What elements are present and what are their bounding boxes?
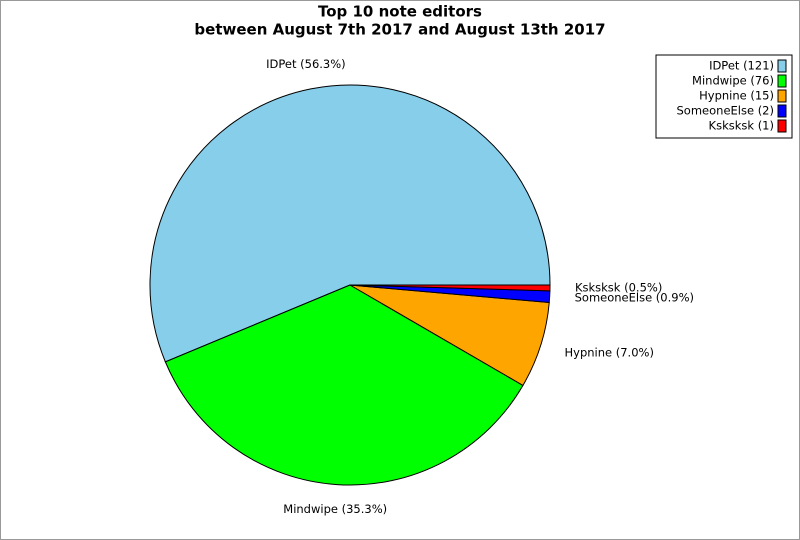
pie-slice	[349, 284, 551, 292]
slice-label: Ksksksk (0.5%)	[575, 281, 662, 295]
legend-label: IDPet (121)	[709, 59, 774, 73]
slice-label: SomeoneElse (0.9%)	[575, 291, 694, 305]
chart-subtitle: between August 7th 2017 and August 13th …	[194, 21, 605, 39]
legend-label: Ksksksk (1)	[709, 119, 774, 133]
legend-label: SomeoneElse (2)	[677, 104, 775, 118]
slice-label: Mindwipe (35.3%)	[283, 502, 387, 516]
legend-swatch	[777, 119, 787, 133]
legend-swatch	[777, 104, 787, 118]
legend-label: Hypnine (15)	[699, 89, 774, 103]
legend-swatch	[777, 59, 787, 73]
pie-slice	[164, 284, 524, 486]
legend-box	[655, 54, 793, 139]
slice-label: IDPet (56.3%)	[266, 57, 346, 71]
legend-swatch	[777, 89, 787, 103]
slice-label: Hypnine (7.0%)	[564, 345, 653, 359]
pie-slice	[149, 84, 551, 363]
chart-title: Top 10 note editors	[318, 3, 482, 21]
legend-swatch	[777, 74, 787, 88]
legend-label: Mindwipe (76)	[692, 74, 774, 88]
